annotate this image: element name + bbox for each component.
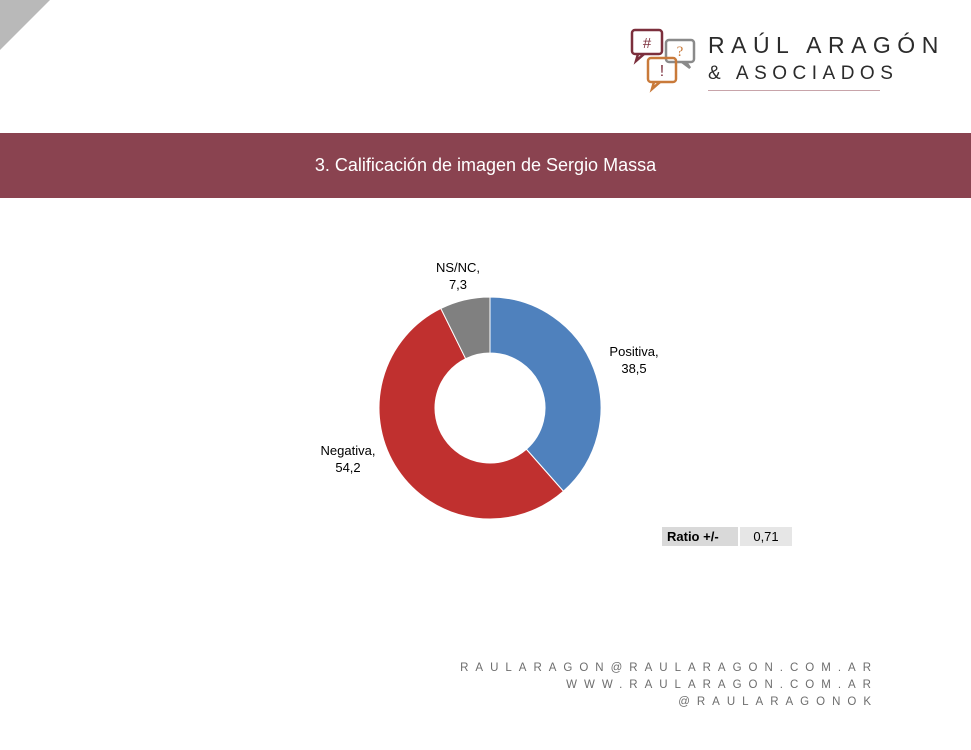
data-label-positiva: Positiva, 38,5	[609, 344, 658, 376]
ratio-value: 0,71	[738, 527, 792, 546]
question-glyph: ?	[677, 44, 684, 60]
speech-bubbles-icon: # ? !	[630, 28, 696, 93]
ratio-label: Ratio +/-	[662, 527, 739, 546]
brand-logo: # ? ! RAÚL ARAGÓN & ASOCIADOS	[628, 26, 948, 96]
brand-underline	[708, 90, 880, 91]
slice-positiva	[489, 296, 602, 492]
title-banner: 3. Calificación de imagen de Sergio Mass…	[0, 133, 971, 198]
footer-email[interactable]: RAULARAGON@RAULARAGON.COM.AR	[460, 662, 878, 674]
data-label-ns-nc: NS/NC, 7,3	[436, 260, 480, 292]
brand-name: RAÚL ARAGÓN	[708, 32, 945, 58]
footer-handle[interactable]: @RAULARAGONOK	[678, 696, 878, 708]
ratio-table: Ratio +/- 0,71	[662, 527, 792, 546]
hash-glyph: #	[643, 35, 652, 52]
slice-ns-nc	[440, 296, 491, 360]
corner-fold-decoration	[0, 0, 50, 50]
brand-subtitle: & ASOCIADOS	[708, 63, 899, 84]
footer-website[interactable]: WWW.RAULARAGON.COM.AR	[566, 679, 878, 691]
data-label-negativa: Negativa, 54,2	[321, 443, 376, 475]
slice-negativa	[378, 307, 565, 520]
page-title: 3. Calificación de imagen de Sergio Mass…	[314, 155, 657, 175]
footer-contact: RAULARAGON@RAULARAGON.COM.AR WWW.RAULARA…	[460, 660, 878, 711]
exclaim-glyph: !	[660, 63, 664, 80]
ratio-row: Ratio +/- 0,71	[662, 527, 792, 546]
donut-chart: Positiva, 38,5 Negativa, 54,2 NS/NC, 7,3	[321, 260, 659, 520]
